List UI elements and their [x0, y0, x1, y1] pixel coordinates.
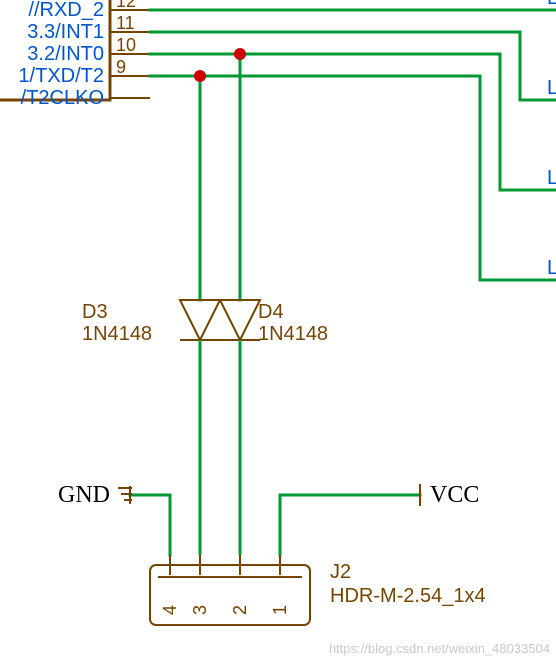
diode-triangle — [220, 300, 260, 340]
connector-pin-number: 1 — [270, 605, 290, 615]
ic-pin-label: 1/TXD/T2 — [18, 65, 104, 87]
ic-pin-label: //RXD_2 — [28, 0, 104, 21]
junction-dot — [234, 48, 246, 60]
offpage-label: L — [547, 167, 556, 189]
diode-value: 1N4148 — [82, 323, 152, 345]
connector-pin-number: 3 — [190, 605, 210, 615]
ic-pin-label: 3.3/INT1 — [27, 21, 104, 43]
ic-pin-label: 3.2/INT0 — [27, 43, 104, 65]
wire — [280, 495, 420, 555]
wire — [200, 76, 540, 280]
wire — [130, 495, 170, 555]
schematic-canvas: //RXD_2123.3/INT1113.2/INT0101/TXD/T29/T… — [0, 0, 556, 660]
diode-ref: D3 — [82, 301, 108, 323]
wire — [150, 76, 200, 300]
diode-ref: D4 — [258, 301, 284, 323]
offpage-label: L — [547, 0, 556, 9]
connector-pin-number: 2 — [230, 605, 250, 615]
wire — [150, 54, 240, 300]
connector-ref: J2 — [330, 561, 351, 583]
connector-pin-number: 4 — [160, 605, 180, 615]
diode-value: 1N4148 — [258, 323, 328, 345]
offpage-label: L — [547, 257, 556, 279]
ic-pin-label: /T2CLKO — [21, 87, 104, 109]
vcc-label: VCC — [430, 482, 479, 508]
connector-value: HDR-M-2.54_1x4 — [330, 585, 486, 607]
offpage-label: L — [547, 77, 556, 99]
ic-pin-number: 11 — [116, 13, 135, 33]
junction-dot — [194, 70, 206, 82]
connector-body — [150, 565, 310, 625]
ic-pin-number: 10 — [116, 35, 136, 55]
ic-pin-number: 12 — [116, 0, 136, 11]
wire — [240, 54, 540, 190]
gnd-label: GND — [58, 482, 110, 508]
ic-pin-number: 9 — [116, 57, 126, 77]
diode-triangle — [180, 300, 220, 340]
